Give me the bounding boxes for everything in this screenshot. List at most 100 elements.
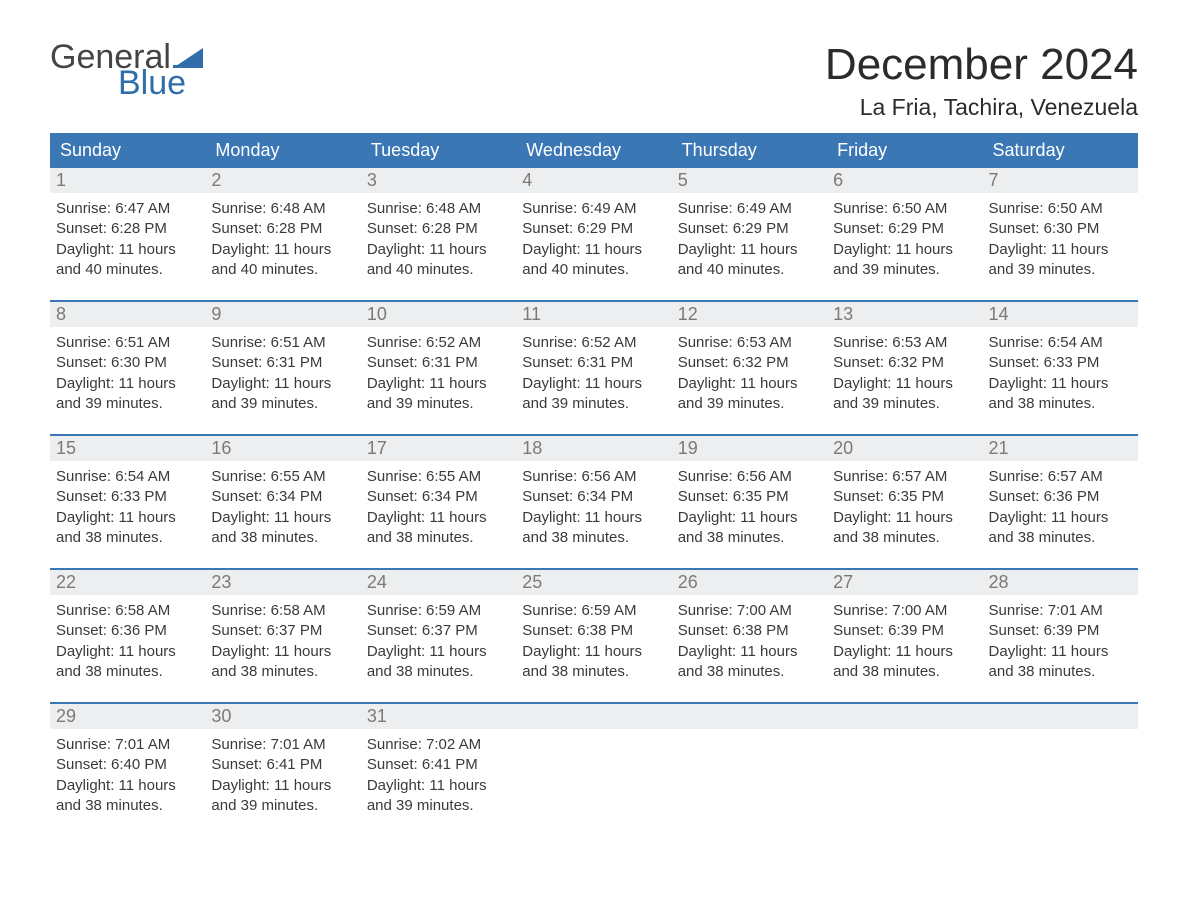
daylight-line: Daylight: 11 hours and 38 minutes.	[678, 508, 821, 549]
day-cell: 12Sunrise: 6:53 AMSunset: 6:32 PMDayligh…	[672, 302, 827, 420]
day-body: Sunrise: 6:50 AMSunset: 6:29 PMDaylight:…	[827, 193, 982, 286]
sunrise-line: Sunrise: 7:00 AM	[678, 601, 821, 621]
day-cell: 7Sunrise: 6:50 AMSunset: 6:30 PMDaylight…	[983, 168, 1138, 286]
day-body: Sunrise: 6:52 AMSunset: 6:31 PMDaylight:…	[516, 327, 671, 420]
daylight-line: Daylight: 11 hours and 38 minutes.	[989, 508, 1132, 549]
sunrise-line: Sunrise: 6:53 AM	[678, 333, 821, 353]
day-body: Sunrise: 6:56 AMSunset: 6:34 PMDaylight:…	[516, 461, 671, 554]
daylight-line: Daylight: 11 hours and 38 minutes.	[367, 508, 510, 549]
day-number-empty	[516, 704, 671, 729]
sunset-line: Sunset: 6:29 PM	[833, 219, 976, 239]
weekday-label: Monday	[205, 133, 360, 168]
header: General Blue December 2024 La Fria, Tach…	[50, 40, 1138, 121]
day-number: 12	[672, 302, 827, 327]
daylight-line: Daylight: 11 hours and 39 minutes.	[211, 776, 354, 817]
day-number: 10	[361, 302, 516, 327]
day-number: 9	[205, 302, 360, 327]
weeks-container: 1Sunrise: 6:47 AMSunset: 6:28 PMDaylight…	[50, 168, 1138, 822]
day-body: Sunrise: 6:56 AMSunset: 6:35 PMDaylight:…	[672, 461, 827, 554]
daylight-line: Daylight: 11 hours and 38 minutes.	[833, 508, 976, 549]
weekday-label: Friday	[827, 133, 982, 168]
day-number-empty	[983, 704, 1138, 729]
week-row: 8Sunrise: 6:51 AMSunset: 6:30 PMDaylight…	[50, 300, 1138, 420]
weekday-label: Tuesday	[361, 133, 516, 168]
sunrise-line: Sunrise: 6:53 AM	[833, 333, 976, 353]
day-cell	[672, 704, 827, 822]
day-cell	[827, 704, 982, 822]
day-cell: 5Sunrise: 6:49 AMSunset: 6:29 PMDaylight…	[672, 168, 827, 286]
daylight-line: Daylight: 11 hours and 40 minutes.	[367, 240, 510, 281]
day-number: 14	[983, 302, 1138, 327]
day-number: 7	[983, 168, 1138, 193]
sunset-line: Sunset: 6:40 PM	[56, 755, 199, 775]
week-row: 22Sunrise: 6:58 AMSunset: 6:36 PMDayligh…	[50, 568, 1138, 688]
month-title: December 2024	[825, 40, 1138, 90]
sunrise-line: Sunrise: 6:56 AM	[522, 467, 665, 487]
day-number: 17	[361, 436, 516, 461]
day-body: Sunrise: 6:55 AMSunset: 6:34 PMDaylight:…	[205, 461, 360, 554]
sunset-line: Sunset: 6:37 PM	[367, 621, 510, 641]
sunset-line: Sunset: 6:41 PM	[211, 755, 354, 775]
day-cell: 28Sunrise: 7:01 AMSunset: 6:39 PMDayligh…	[983, 570, 1138, 688]
daylight-line: Daylight: 11 hours and 40 minutes.	[522, 240, 665, 281]
day-cell: 6Sunrise: 6:50 AMSunset: 6:29 PMDaylight…	[827, 168, 982, 286]
sunrise-line: Sunrise: 6:59 AM	[367, 601, 510, 621]
sunset-line: Sunset: 6:38 PM	[522, 621, 665, 641]
day-body: Sunrise: 6:48 AMSunset: 6:28 PMDaylight:…	[361, 193, 516, 286]
day-cell: 21Sunrise: 6:57 AMSunset: 6:36 PMDayligh…	[983, 436, 1138, 554]
sunset-line: Sunset: 6:31 PM	[522, 353, 665, 373]
day-cell: 31Sunrise: 7:02 AMSunset: 6:41 PMDayligh…	[361, 704, 516, 822]
day-body: Sunrise: 6:50 AMSunset: 6:30 PMDaylight:…	[983, 193, 1138, 286]
sunset-line: Sunset: 6:28 PM	[367, 219, 510, 239]
sunrise-line: Sunrise: 6:51 AM	[211, 333, 354, 353]
sunrise-line: Sunrise: 6:51 AM	[56, 333, 199, 353]
sunset-line: Sunset: 6:34 PM	[211, 487, 354, 507]
sunrise-line: Sunrise: 6:49 AM	[678, 199, 821, 219]
location: La Fria, Tachira, Venezuela	[825, 94, 1138, 121]
day-body: Sunrise: 6:55 AMSunset: 6:34 PMDaylight:…	[361, 461, 516, 554]
day-cell: 23Sunrise: 6:58 AMSunset: 6:37 PMDayligh…	[205, 570, 360, 688]
day-body: Sunrise: 6:53 AMSunset: 6:32 PMDaylight:…	[672, 327, 827, 420]
day-body: Sunrise: 6:49 AMSunset: 6:29 PMDaylight:…	[516, 193, 671, 286]
sunrise-line: Sunrise: 6:54 AM	[989, 333, 1132, 353]
day-number: 28	[983, 570, 1138, 595]
daylight-line: Daylight: 11 hours and 39 minutes.	[833, 240, 976, 281]
daylight-line: Daylight: 11 hours and 38 minutes.	[56, 776, 199, 817]
sunset-line: Sunset: 6:28 PM	[56, 219, 199, 239]
sunrise-line: Sunrise: 6:48 AM	[367, 199, 510, 219]
day-body: Sunrise: 6:57 AMSunset: 6:36 PMDaylight:…	[983, 461, 1138, 554]
daylight-line: Daylight: 11 hours and 38 minutes.	[522, 642, 665, 683]
day-cell: 10Sunrise: 6:52 AMSunset: 6:31 PMDayligh…	[361, 302, 516, 420]
sunset-line: Sunset: 6:34 PM	[522, 487, 665, 507]
day-number: 15	[50, 436, 205, 461]
day-body: Sunrise: 6:54 AMSunset: 6:33 PMDaylight:…	[50, 461, 205, 554]
sunrise-line: Sunrise: 6:52 AM	[367, 333, 510, 353]
sunset-line: Sunset: 6:39 PM	[833, 621, 976, 641]
sunset-line: Sunset: 6:35 PM	[833, 487, 976, 507]
day-body: Sunrise: 7:01 AMSunset: 6:39 PMDaylight:…	[983, 595, 1138, 688]
sunset-line: Sunset: 6:33 PM	[989, 353, 1132, 373]
sunrise-line: Sunrise: 7:02 AM	[367, 735, 510, 755]
day-number: 31	[361, 704, 516, 729]
day-cell: 19Sunrise: 6:56 AMSunset: 6:35 PMDayligh…	[672, 436, 827, 554]
day-body: Sunrise: 6:59 AMSunset: 6:38 PMDaylight:…	[516, 595, 671, 688]
sunset-line: Sunset: 6:38 PM	[678, 621, 821, 641]
daylight-line: Daylight: 11 hours and 39 minutes.	[367, 776, 510, 817]
day-number: 21	[983, 436, 1138, 461]
daylight-line: Daylight: 11 hours and 39 minutes.	[56, 374, 199, 415]
sunset-line: Sunset: 6:36 PM	[56, 621, 199, 641]
daylight-line: Daylight: 11 hours and 38 minutes.	[989, 642, 1132, 683]
sunrise-line: Sunrise: 6:54 AM	[56, 467, 199, 487]
sunrise-line: Sunrise: 7:00 AM	[833, 601, 976, 621]
daylight-line: Daylight: 11 hours and 39 minutes.	[833, 374, 976, 415]
sunset-line: Sunset: 6:28 PM	[211, 219, 354, 239]
sunrise-line: Sunrise: 6:56 AM	[678, 467, 821, 487]
day-cell	[516, 704, 671, 822]
day-cell: 27Sunrise: 7:00 AMSunset: 6:39 PMDayligh…	[827, 570, 982, 688]
daylight-line: Daylight: 11 hours and 40 minutes.	[56, 240, 199, 281]
day-body: Sunrise: 6:48 AMSunset: 6:28 PMDaylight:…	[205, 193, 360, 286]
day-cell: 13Sunrise: 6:53 AMSunset: 6:32 PMDayligh…	[827, 302, 982, 420]
daylight-line: Daylight: 11 hours and 38 minutes.	[678, 642, 821, 683]
week-row: 15Sunrise: 6:54 AMSunset: 6:33 PMDayligh…	[50, 434, 1138, 554]
sunrise-line: Sunrise: 6:55 AM	[211, 467, 354, 487]
